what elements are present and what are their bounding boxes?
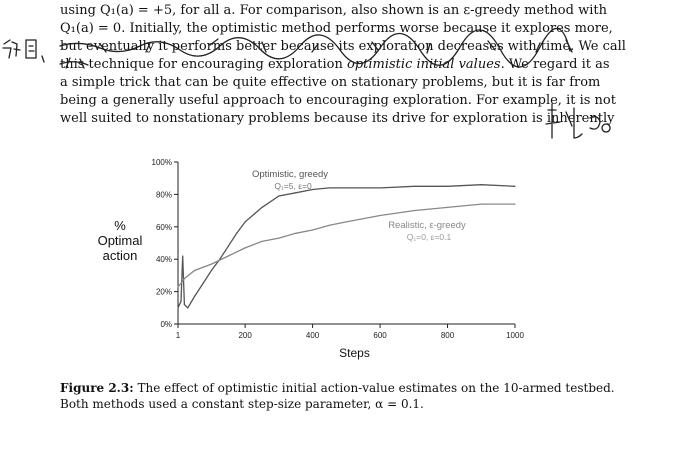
data-point <box>480 203 482 205</box>
y-axis-label-line-3: action <box>102 248 138 263</box>
y-tick-label: 80% <box>156 190 172 199</box>
data-point <box>295 232 297 234</box>
data-point <box>193 269 196 272</box>
body-line-6: being a generally useful approach to enc… <box>60 93 616 108</box>
data-point <box>379 187 381 189</box>
data-point <box>345 187 347 189</box>
caption-line-2: Both methods used a constant step-size p… <box>60 397 424 411</box>
body-line-7: well suited to nonstationary problems be… <box>60 111 615 126</box>
x-tick-label: 200 <box>238 331 252 340</box>
scribble-left-3 <box>41 55 45 63</box>
x-axis-label: Steps <box>339 346 370 360</box>
series-params-optimistic: Q₁=5, ε=0 <box>274 181 312 191</box>
caption-label: Figure 2.3: <box>60 381 134 395</box>
data-point <box>177 286 179 288</box>
x-tick-label: 400 <box>306 331 320 340</box>
body-line-1: using Q₁(a) = +5, for all a. For compari… <box>60 3 607 18</box>
data-point <box>295 192 297 194</box>
series-line-realistic <box>177 203 515 288</box>
body-line-3: but eventually it performs better becaus… <box>60 39 626 54</box>
body-line-4-post: . We regard it as <box>500 57 610 72</box>
data-point <box>183 278 186 280</box>
data-point <box>210 269 212 272</box>
data-point <box>227 255 229 257</box>
series-params-realistic: Q₁=0, ε=0.1 <box>407 232 452 242</box>
series-label-optimistic: Optimistic, greedy <box>252 169 328 180</box>
data-point <box>328 187 331 189</box>
data-point <box>514 185 516 187</box>
data-point <box>480 184 482 186</box>
x-tick-label: 600 <box>373 331 387 340</box>
data-point <box>278 237 280 239</box>
data-point <box>446 206 449 208</box>
y-axis-label-line-1: % <box>114 218 126 233</box>
data-point <box>183 303 186 306</box>
y-tick-label: 100% <box>152 158 172 167</box>
term-optimistic-initial-values: optimistic initial values <box>347 57 501 72</box>
data-point <box>187 307 189 309</box>
body-line-4-pre: this technique for encouraging explorati… <box>60 57 347 72</box>
body-line-2: Q₁(a) = 0. Initially, the optimistic met… <box>60 21 613 36</box>
y-tick-label: 0% <box>160 320 172 329</box>
y-tick-label: 20% <box>156 288 172 297</box>
x-tick-label: 800 <box>441 331 455 340</box>
data-point <box>180 300 182 302</box>
data-point <box>177 307 179 309</box>
figure-caption: Figure 2.3: The effect of optimistic ini… <box>60 380 620 412</box>
data-point <box>379 214 381 217</box>
y-tick-label: 60% <box>156 223 172 232</box>
y-axis-label-line-2: Optimal <box>97 233 143 248</box>
data-point <box>180 282 182 285</box>
data-point <box>193 295 196 298</box>
body-line-5: a simple trick that can be quite effecti… <box>60 75 601 90</box>
data-point <box>261 206 263 208</box>
caption-text: The effect of optimistic initial action-… <box>133 381 615 395</box>
data-point <box>244 221 246 223</box>
data-point <box>210 263 212 265</box>
data-point <box>413 210 415 212</box>
data-point <box>182 255 184 257</box>
data-point <box>261 240 263 242</box>
data-point <box>311 188 314 191</box>
data-point <box>446 185 449 187</box>
y-axis-label: % Optimal action <box>60 218 180 263</box>
body-line-4: this technique for encouraging explorati… <box>60 57 610 73</box>
data-point <box>202 282 204 285</box>
caption-line-1: Figure 2.3: The effect of optimistic ini… <box>60 381 615 395</box>
data-point <box>227 245 229 247</box>
data-point <box>345 221 347 223</box>
x-tick-label: 1 <box>176 331 181 340</box>
figure-2-3-chart: % Optimal action 0% 20% 40% 60% 80% 100% 1 200 4… <box>60 150 620 365</box>
data-point <box>328 224 331 226</box>
y-tick-label: 40% <box>156 255 172 264</box>
data-point <box>244 247 246 249</box>
x-tick-label: 1000 <box>506 331 524 340</box>
data-point <box>278 195 280 197</box>
scribble-left-1 <box>2 39 21 59</box>
data-point <box>311 229 314 231</box>
data-point <box>413 185 415 187</box>
scribble-left-2 <box>25 39 37 59</box>
data-point <box>236 232 238 234</box>
series-label-realistic: Realistic, ε-greedy <box>388 220 466 231</box>
chart-plot: 0% 20% 40% 60% 80% 100% 1 200 400 600 800 1000 Steps… <box>152 158 525 360</box>
data-point <box>514 203 516 205</box>
